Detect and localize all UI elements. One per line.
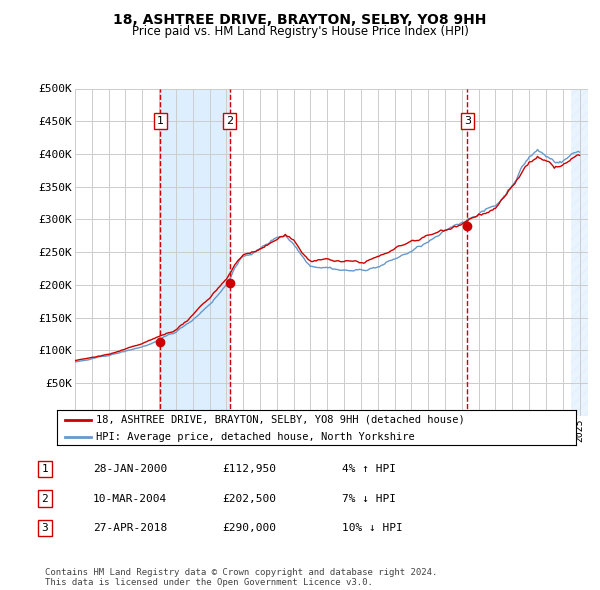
Text: 1: 1: [157, 116, 164, 126]
Text: 3: 3: [464, 116, 471, 126]
Text: Price paid vs. HM Land Registry's House Price Index (HPI): Price paid vs. HM Land Registry's House …: [131, 25, 469, 38]
Text: 18, ASHTREE DRIVE, BRAYTON, SELBY, YO8 9HH: 18, ASHTREE DRIVE, BRAYTON, SELBY, YO8 9…: [113, 13, 487, 27]
Text: 10% ↓ HPI: 10% ↓ HPI: [342, 523, 403, 533]
Text: 4% ↑ HPI: 4% ↑ HPI: [342, 464, 396, 474]
Text: HPI: Average price, detached house, North Yorkshire: HPI: Average price, detached house, Nort…: [96, 432, 415, 441]
Bar: [571, 88, 588, 416]
Text: 10-MAR-2004: 10-MAR-2004: [93, 494, 167, 503]
Bar: [160, 88, 230, 416]
Text: Contains HM Land Registry data © Crown copyright and database right 2024.
This d: Contains HM Land Registry data © Crown c…: [45, 568, 437, 587]
Text: 28-JAN-2000: 28-JAN-2000: [93, 464, 167, 474]
Text: 7% ↓ HPI: 7% ↓ HPI: [342, 494, 396, 503]
Text: 2: 2: [226, 116, 233, 126]
Text: 18, ASHTREE DRIVE, BRAYTON, SELBY, YO8 9HH (detached house): 18, ASHTREE DRIVE, BRAYTON, SELBY, YO8 9…: [96, 415, 464, 425]
Text: £202,500: £202,500: [222, 494, 276, 503]
Text: £112,950: £112,950: [222, 464, 276, 474]
Text: 27-APR-2018: 27-APR-2018: [93, 523, 167, 533]
Text: 2: 2: [41, 494, 49, 503]
Text: 3: 3: [41, 523, 49, 533]
Text: 1: 1: [41, 464, 49, 474]
Text: £290,000: £290,000: [222, 523, 276, 533]
